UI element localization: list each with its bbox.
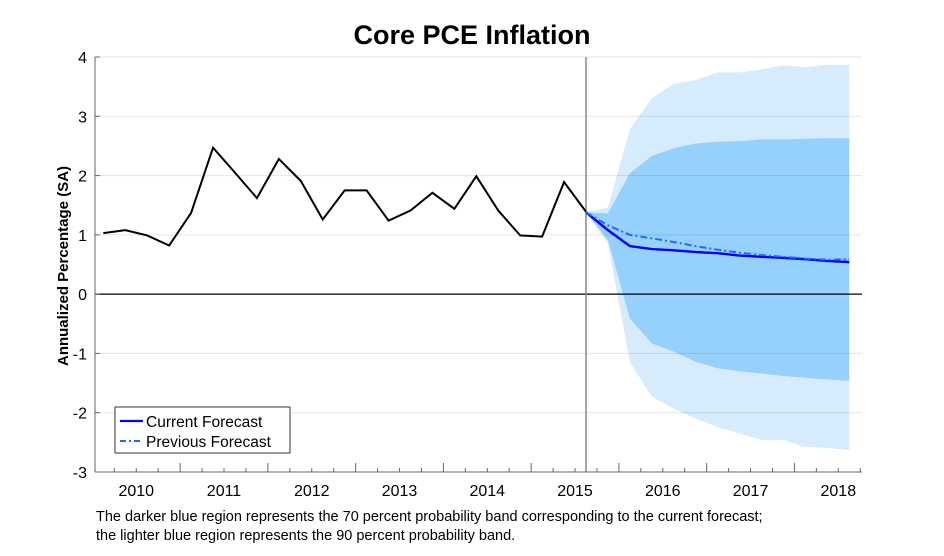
x-tick-label: 2012 — [294, 483, 330, 500]
y-tick-label: -2 — [73, 406, 87, 423]
y-tick-label: -3 — [73, 465, 87, 482]
legend: Current Forecast Previous Forecast — [114, 406, 291, 454]
x-tick-label: 2017 — [733, 483, 769, 500]
previous-forecast-line — [585, 211, 850, 261]
x-tick-label: 2014 — [469, 483, 505, 500]
x-tick-label: 2011 — [207, 483, 242, 500]
y-tick-label: 4 — [78, 50, 87, 67]
series-lines — [103, 145, 850, 264]
band-70-percent — [586, 138, 850, 381]
legend-label-current: Current Forecast — [146, 414, 263, 431]
chart-title: Core PCE Inflation — [353, 20, 591, 50]
probability-bands — [586, 64, 850, 451]
legend-label-previous: Previous Forecast — [146, 434, 272, 451]
y-axis-label: Annualized Percentage (SA) — [55, 166, 72, 366]
x-tick-label: 2013 — [382, 483, 418, 500]
x-tick-label: 2015 — [557, 483, 593, 500]
history-line — [103, 145, 587, 247]
y-tick-label: 0 — [78, 287, 87, 304]
axes: 4 3 2 1 0 -1 -2 -3 2010 2011 2012 2013 2014 2015 2016 2… — [73, 50, 862, 500]
y-tick-label: 1 — [78, 228, 87, 245]
caption: The darker blue region represents the 70… — [96, 508, 763, 546]
y-tick-label: 2 — [78, 169, 87, 186]
caption-line-1: The darker blue region represents the 70… — [96, 509, 763, 525]
y-tick-label: -1 — [73, 346, 87, 363]
y-tick-label: 3 — [78, 109, 87, 126]
x-tick-label: 2010 — [118, 483, 154, 500]
x-tick-label: 2016 — [645, 483, 681, 500]
x-tick-label: 2018 — [821, 483, 857, 500]
caption-line-2: the lighter blue region represents the 9… — [96, 528, 516, 544]
legend-box — [114, 406, 291, 454]
